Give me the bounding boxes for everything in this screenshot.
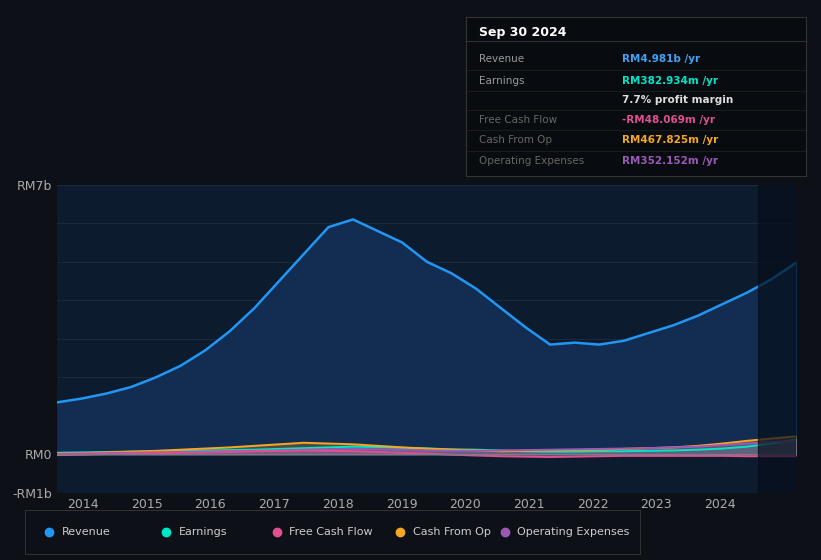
Text: Free Cash Flow: Free Cash Flow [290,527,373,537]
Text: RM382.934m /yr: RM382.934m /yr [622,76,718,86]
Bar [758,185,796,493]
Text: Cash From Op: Cash From Op [479,136,553,146]
Text: Revenue: Revenue [62,527,110,537]
Text: Sep 30 2024: Sep 30 2024 [479,26,566,39]
Text: Free Cash Flow: Free Cash Flow [479,115,557,125]
Text: RM467.825m /yr: RM467.825m /yr [622,136,718,146]
Text: RM352.152m /yr: RM352.152m /yr [622,156,718,166]
Text: 7.7% profit margin: 7.7% profit margin [622,95,733,105]
Text: Earnings: Earnings [179,527,227,537]
Text: -RM48.069m /yr: -RM48.069m /yr [622,115,715,125]
Text: RM4.981b /yr: RM4.981b /yr [622,54,700,64]
Text: Cash From Op: Cash From Op [413,527,490,537]
Text: Operating Expenses: Operating Expenses [479,156,585,166]
Text: Revenue: Revenue [479,54,525,64]
Text: Operating Expenses: Operating Expenses [517,527,630,537]
Text: Earnings: Earnings [479,76,525,86]
